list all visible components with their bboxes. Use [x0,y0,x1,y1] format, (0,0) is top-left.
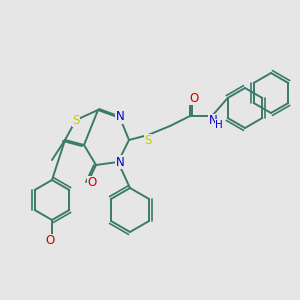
Text: N: N [208,115,217,128]
Text: H: H [215,120,223,130]
Text: O: O [87,176,97,190]
Text: O: O [45,235,55,248]
Text: O: O [189,92,199,104]
Text: N: N [116,110,124,124]
Text: S: S [72,113,80,127]
Text: N: N [116,155,124,169]
Text: S: S [144,134,152,148]
